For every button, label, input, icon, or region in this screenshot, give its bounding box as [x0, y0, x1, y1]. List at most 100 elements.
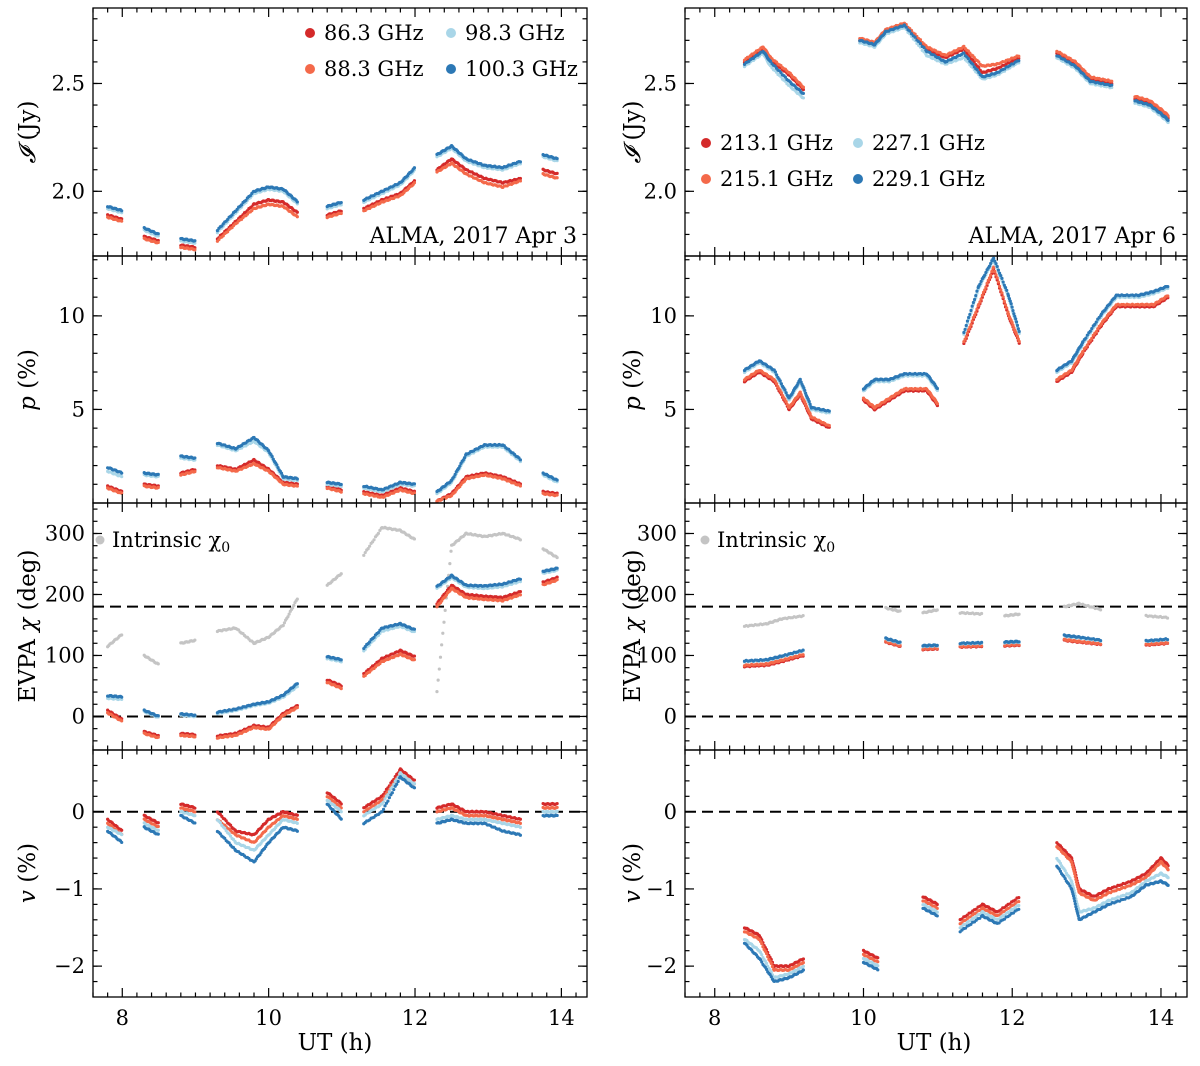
left-cpol-point-s0-10: [295, 813, 299, 817]
left-evpa-point-s1-16: [412, 658, 417, 662]
legend-left-label-2: 88.3 GHz: [324, 57, 424, 81]
intrinsic-legend-right: Intrinsic χ0: [700, 528, 835, 556]
left-lpol-point-s1-12: [339, 490, 343, 494]
left-evpa-point-s4-10: [286, 615, 290, 619]
left-cpol-point-s3-15: [381, 807, 386, 812]
left-lpol-point-s1-4: [193, 470, 197, 474]
ylabel-cpol-right-symbol: v: [620, 890, 646, 903]
left-intensity-point-s3-10: [295, 200, 299, 204]
left-intensity-point-s0-10: [295, 210, 299, 214]
left-intensity-point-s3-6: [215, 229, 220, 233]
ylabel-cpol-left-unit: (%): [15, 843, 41, 883]
left-evpa-point-s2-0: [120, 697, 124, 701]
left-intensity-point-s3-12: [339, 200, 343, 205]
ylabel-evpa-left-symbol: χ: [15, 616, 41, 634]
left-cpol-point-s0-22: [518, 817, 523, 821]
left-cpol-point-s0-24: [555, 801, 559, 806]
ylabel-intensity-right: 𝓘 (Jy): [620, 100, 646, 163]
left-lpol-point-s3-12: [339, 482, 343, 487]
left-evpa-point-s4-18: [442, 620, 446, 624]
left-cpol-point-s3-4: [193, 821, 197, 825]
left-cpol-point-s2-12: [339, 810, 343, 814]
left-evpa-point-s4-10: [292, 603, 296, 607]
left-evpa-ytick-label-0: 0: [72, 704, 85, 728]
left-cpol-point-s3-15: [392, 787, 396, 792]
left-intensity-point-s1-12: [339, 211, 343, 216]
left-evpa-point-s4-10: [295, 597, 299, 601]
left-xtick-label-1: 10: [255, 1006, 282, 1030]
left-lpol-point-s2-0: [120, 475, 124, 479]
ylabel-intensity-left: 𝓘 (Jy): [15, 100, 41, 163]
left-lpol-point-s3-19: [462, 456, 467, 460]
left-evpa-point-s3-4: [193, 713, 197, 717]
left-evpa-point-s4-18: [441, 631, 445, 635]
left-cpol-point-s1-22: [518, 821, 523, 825]
left-evpa-point-s3-2: [156, 714, 160, 718]
xlabel-left: UT (h): [298, 1030, 373, 1056]
left-evpa-point-s1-22: [518, 593, 523, 597]
legend-right-marker-3: [853, 138, 863, 148]
left-cpol-point-s0-16: [412, 778, 417, 782]
left-cpol-point-s3-0: [120, 840, 124, 845]
ylabel-evpa-right-symbol: χ: [620, 616, 646, 634]
left-lpol-frame: [92, 255, 588, 504]
left-evpa-point-s4-18: [438, 655, 443, 659]
left-cpol-point-s0-4: [193, 806, 197, 810]
legend-left-label-4: 100.3 GHz: [465, 57, 578, 81]
intrinsic-legend-right-text: Intrinsic χ: [717, 528, 826, 552]
ylabel-lpol-left-symbol: p: [15, 396, 41, 411]
left-evpa-point-s3-22: [518, 577, 523, 581]
left-intensity-frame: [92, 7, 588, 257]
legend-right-label-2: 215.1 GHz: [720, 167, 833, 191]
left-cpol-point-s3-12: [339, 817, 343, 821]
left-evpa-point-s4-18: [440, 643, 444, 647]
left-cpol-point-s3-15: [387, 796, 391, 800]
left-evpa-point-s1-10: [295, 706, 299, 710]
intrinsic-legend-right-marker: [700, 535, 710, 545]
left-evpa-point-s4-24: [555, 555, 559, 560]
left-lpol-point-s1-22: [518, 484, 523, 488]
ylabel-lpol-right-unit: (%): [620, 349, 646, 389]
left-evpa-point-s4-18: [437, 667, 441, 671]
left-evpa-point-s1-24: [555, 577, 559, 582]
right-intensity-point-s1-14: [1017, 54, 1021, 58]
left-intensity-point-s3-4: [193, 239, 197, 243]
left-lpol-point-s3-9: [279, 471, 284, 475]
legend-right-marker-2: [701, 174, 711, 184]
left-evpa-point-s0-24: [555, 575, 559, 579]
legend-left-label-1: 86.3 GHz: [324, 21, 424, 45]
ylabel-evpa-left-unit: (deg): [15, 550, 41, 611]
intrinsic-legend-right-label: Intrinsic χ0: [717, 528, 835, 556]
intrinsic-legend-left-marker: [95, 535, 105, 545]
left-intensity-point-s1-16: [412, 181, 417, 185]
left-cpol-point-s1-10: [295, 817, 299, 821]
left-evpa-ytick-label-1: 100: [45, 643, 85, 667]
ylabel-lpol-right-symbol: p: [620, 396, 646, 411]
left-lpol-point-s3-9: [270, 454, 274, 459]
left-evpa-point-s0-22: [518, 590, 523, 594]
left-intensity-point-s1-2: [156, 240, 160, 245]
left-lpol-ytick-label-1: 10: [58, 304, 85, 328]
ylabel-evpa-left-prefix: EVPA: [15, 639, 41, 703]
left-evpa-point-s4-18: [443, 608, 447, 613]
left-lpol-point-s3-19: [453, 472, 457, 477]
left-cpol-frame: [92, 749, 588, 998]
left-cpol-point-s2-16: [412, 782, 417, 786]
legend-left-marker-4: [446, 64, 456, 74]
legend-right-marker-4: [853, 174, 863, 184]
left-evpa-ytick-label-2: 200: [45, 582, 85, 606]
left-evpa-point-s3-0: [120, 695, 124, 699]
left-intensity-ytick-label-1: 2.5: [52, 71, 85, 95]
left-lpol-point-s1-2: [156, 485, 160, 490]
left-lpol-point-s1-10: [295, 484, 299, 488]
left-evpa-point-s4-10: [287, 612, 291, 616]
left-evpa-point-s4-14: [376, 531, 381, 535]
left-xtick-label-0: 8: [116, 1006, 129, 1030]
left-evpa-point-s4-10: [282, 621, 287, 625]
intrinsic-legend-left-label: Intrinsic χ0: [112, 528, 230, 556]
left-evpa-point-s3-16: [412, 627, 417, 631]
left-evpa-point-s4-18: [436, 678, 440, 682]
left-evpa-point-s1-0: [120, 719, 124, 723]
left-intensity-point-s3-24: [555, 157, 559, 161]
annotation-right: ALMA, 2017 Apr 6: [968, 224, 1176, 249]
